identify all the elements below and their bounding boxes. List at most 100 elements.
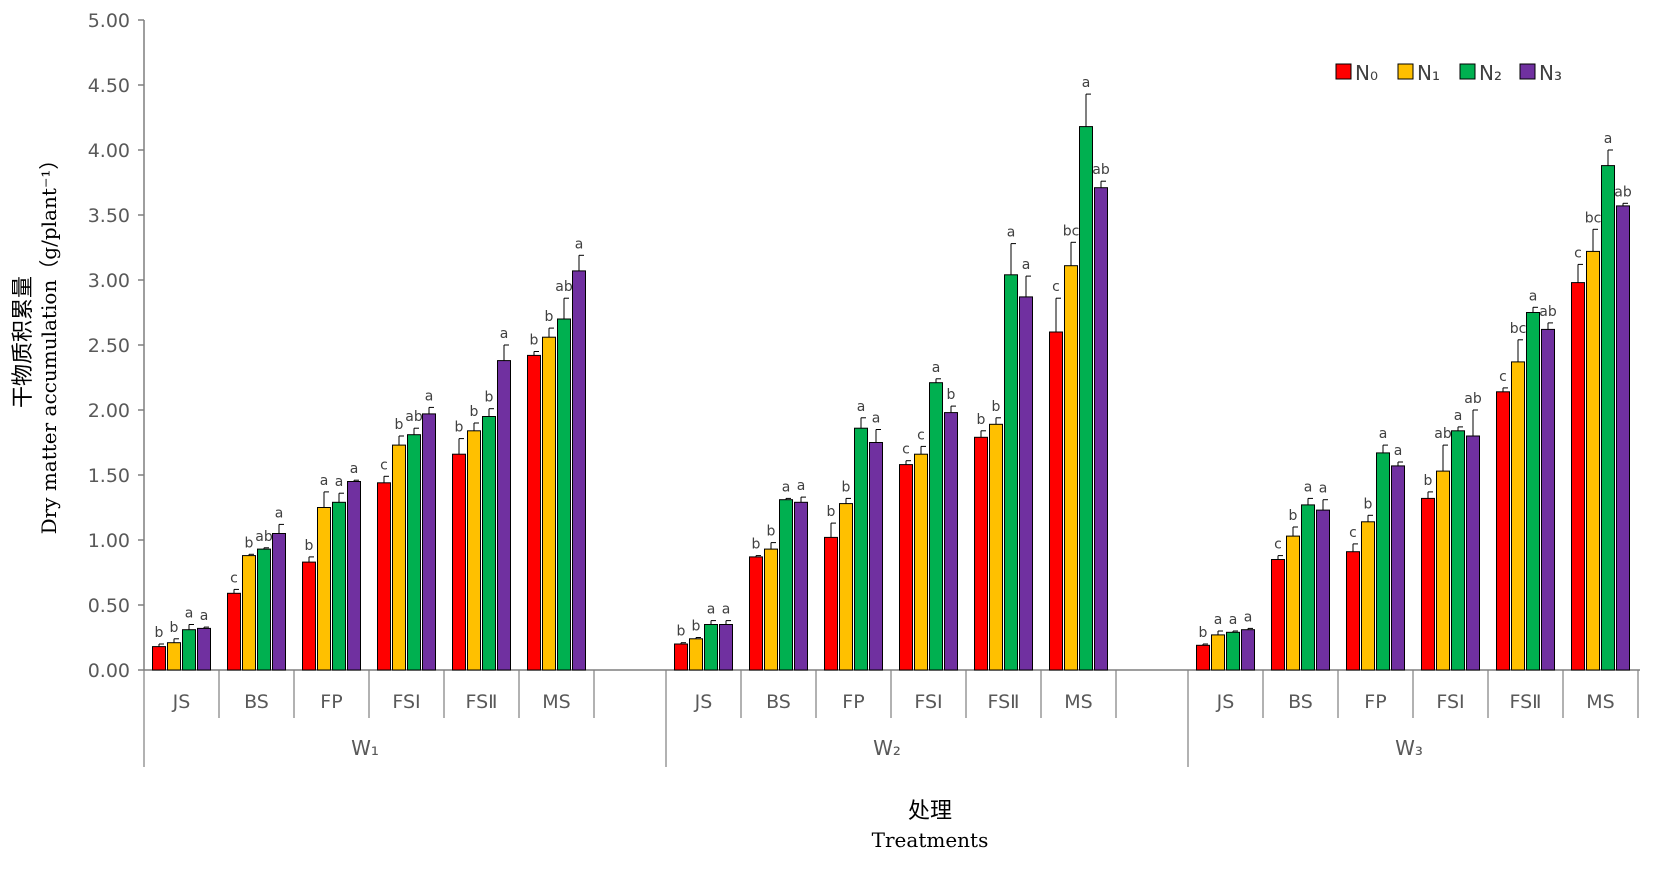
category-label: FSⅡ xyxy=(987,691,1019,713)
y-tick-label: 2.00 xyxy=(88,400,130,422)
x-axis-title-en: Treatments xyxy=(872,828,989,852)
significance-label: a xyxy=(320,473,329,489)
significance-label: a xyxy=(1604,131,1613,147)
bar xyxy=(1601,165,1615,671)
significance-label: a xyxy=(782,479,791,495)
bar xyxy=(899,464,913,671)
bar xyxy=(794,501,808,671)
significance-label: a xyxy=(185,606,194,622)
significance-label: ab xyxy=(1614,184,1632,200)
significance-label: ab xyxy=(405,409,423,425)
category-label: FP xyxy=(320,691,342,713)
significance-label: a xyxy=(425,388,434,404)
bar xyxy=(557,318,571,671)
bar xyxy=(1541,328,1555,671)
y-tick-label: 2.50 xyxy=(88,335,130,357)
bar xyxy=(1271,559,1285,671)
bar xyxy=(332,501,346,671)
bar xyxy=(227,592,241,671)
category-label: BS xyxy=(244,691,269,713)
bar xyxy=(1586,250,1600,671)
legend-label: N₂ xyxy=(1479,61,1502,85)
significance-label: b xyxy=(752,537,761,553)
significance-label: a xyxy=(1304,479,1313,495)
significance-label: b xyxy=(455,420,464,436)
bar xyxy=(1436,470,1450,671)
significance-label: a xyxy=(350,461,359,477)
x-axis-title-zh: 处理 xyxy=(908,799,952,824)
significance-label: b xyxy=(992,399,1001,415)
significance-label: c xyxy=(902,442,910,458)
bar xyxy=(764,548,778,671)
significance-label: ab xyxy=(1434,426,1452,442)
bar xyxy=(407,434,421,671)
bar xyxy=(572,270,586,671)
bar xyxy=(1004,274,1018,671)
category-label: FP xyxy=(842,691,864,713)
bar xyxy=(1466,435,1480,671)
significance-label: b xyxy=(977,412,986,428)
significance-label: b xyxy=(155,625,164,641)
significance-label: a xyxy=(200,608,209,624)
legend-label: N₀ xyxy=(1355,61,1378,85)
bar xyxy=(974,436,988,671)
significance-label: ab xyxy=(255,529,273,545)
significance-label: b xyxy=(1199,625,1208,641)
bar xyxy=(467,430,481,671)
significance-label: b xyxy=(530,333,539,349)
category-label: MS xyxy=(1586,691,1614,713)
significance-label: bc xyxy=(1585,210,1602,226)
bar xyxy=(1019,296,1033,671)
significance-label: a xyxy=(1214,612,1223,628)
significance-label: a xyxy=(1229,612,1238,628)
category-label: MS xyxy=(1064,691,1092,713)
bar xyxy=(1391,465,1405,671)
category-label: BS xyxy=(1288,691,1313,713)
significance-label: b xyxy=(677,624,686,640)
legend-label: N₃ xyxy=(1539,61,1562,85)
bars-layer xyxy=(152,93,1630,671)
y-tick-label: 5.00 xyxy=(88,10,130,32)
category-label: FP xyxy=(1364,691,1386,713)
y-tick-label: 1.50 xyxy=(88,465,130,487)
bar xyxy=(422,413,436,671)
y-tick-label: 4.50 xyxy=(88,75,130,97)
bar xyxy=(1376,452,1390,671)
significance-label: b xyxy=(1424,473,1433,489)
bar xyxy=(1316,509,1330,671)
bar xyxy=(1346,551,1360,671)
legend-swatch xyxy=(1397,63,1414,80)
significance-label: b xyxy=(1364,496,1373,512)
bar xyxy=(674,643,688,671)
bar xyxy=(167,642,181,671)
significance-label: bc xyxy=(1510,321,1527,337)
bar xyxy=(1511,361,1525,671)
bar xyxy=(1451,430,1465,671)
category-label: BS xyxy=(766,691,791,713)
legend-label: N₁ xyxy=(1417,61,1440,85)
bar xyxy=(779,499,793,671)
significance-label: a xyxy=(707,602,716,618)
significance-label: c xyxy=(1574,245,1582,261)
bar xyxy=(719,624,733,671)
significance-label: b xyxy=(947,387,956,403)
legend: N₀ N₁ N₂ N₃ xyxy=(1335,61,1562,85)
significance-label: a xyxy=(500,326,509,342)
significance-label: a xyxy=(275,505,284,521)
category-label: FSⅠ xyxy=(392,691,420,713)
category-label: FSⅠ xyxy=(1436,691,1464,713)
bar xyxy=(1196,644,1210,671)
bar xyxy=(1049,331,1063,671)
bar xyxy=(317,507,331,671)
bar xyxy=(272,533,286,671)
bar xyxy=(824,536,838,671)
significance-label: b xyxy=(827,504,836,520)
y-tick-label: 0.00 xyxy=(88,660,130,682)
significance-label: a xyxy=(335,474,344,490)
y-axis-title-en: Dry matter accumulation（g/plant⁻¹） xyxy=(37,150,61,535)
category-label: FSⅠ xyxy=(914,691,942,713)
category-label: JS xyxy=(172,691,191,713)
bar xyxy=(182,629,196,671)
significance-label: a xyxy=(722,602,731,618)
